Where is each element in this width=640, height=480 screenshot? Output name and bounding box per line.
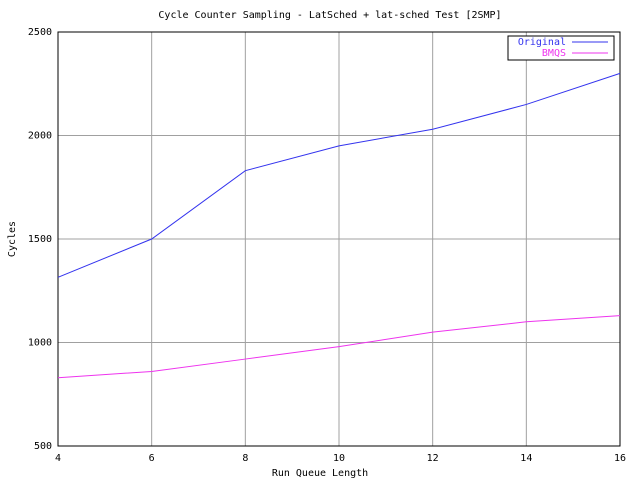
x-tick-label: 14	[520, 453, 532, 464]
series-line	[57, 72, 621, 278]
plot-frame	[57, 31, 621, 447]
legend-label: BMQS	[542, 48, 566, 59]
y-axis-label: Cycles	[7, 221, 18, 257]
x-axis-label: Run Queue Length	[272, 468, 368, 479]
x-tick-label: 16	[614, 453, 626, 464]
legend-label: Original	[518, 37, 566, 48]
y-tick-label: 1000	[28, 338, 52, 349]
x-tick-label: 12	[427, 453, 439, 464]
y-tick-label: 2500	[28, 27, 52, 38]
y-tick-label: 1500	[28, 234, 52, 245]
x-tick-label: 6	[149, 453, 155, 464]
chart-title: Cycle Counter Sampling - LatSched + lat-…	[158, 10, 501, 21]
x-tick-label: 4	[55, 453, 61, 464]
x-tick-label: 10	[333, 453, 345, 464]
y-tick-label: 2000	[28, 131, 52, 142]
series-line	[57, 315, 621, 379]
x-tick-label: 8	[242, 453, 248, 464]
legend-box	[507, 35, 615, 61]
y-tick-label: 500	[34, 441, 52, 452]
